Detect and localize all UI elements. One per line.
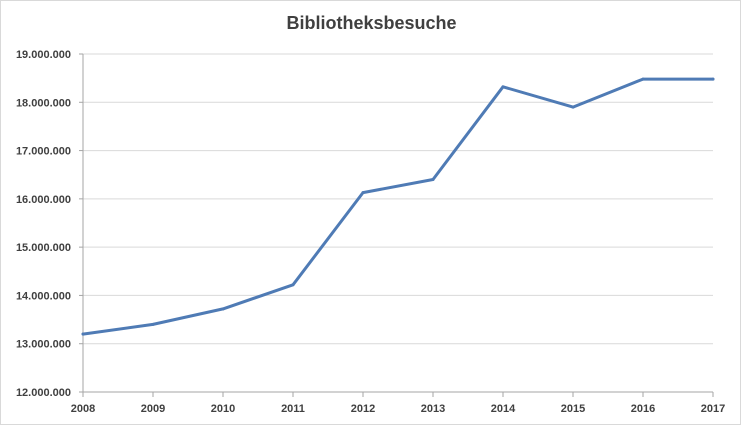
data-point <box>361 191 365 195</box>
x-tick-label: 2015 <box>561 403 585 415</box>
series-line <box>81 77 715 336</box>
data-point <box>81 332 85 336</box>
y-tick-label: 14.000.000 <box>16 290 71 302</box>
data-point <box>501 85 505 89</box>
chart-title: Bibliotheksbesuche <box>286 13 457 33</box>
y-tick-label: 15.000.000 <box>16 242 71 254</box>
x-tick-label: 2013 <box>421 403 445 415</box>
data-point <box>711 77 715 81</box>
y-tick-label: 18.000.000 <box>16 97 71 109</box>
y-tick-label: 12.000.000 <box>16 387 71 399</box>
series-layer <box>81 77 715 336</box>
x-tick-label: 2017 <box>701 403 725 415</box>
y-tick-label: 13.000.000 <box>16 339 71 351</box>
y-tick-label: 19.000.000 <box>16 49 71 61</box>
x-tick-label: 2010 <box>211 403 235 415</box>
data-point <box>571 105 575 109</box>
data-point <box>221 307 225 311</box>
x-tick-label: 2009 <box>141 403 165 415</box>
axes <box>79 53 714 397</box>
y-tick-label: 16.000.000 <box>16 194 71 206</box>
x-tick-label: 2011 <box>281 403 305 415</box>
gridlines <box>83 53 713 345</box>
data-point <box>641 77 645 81</box>
x-tick-label: 2012 <box>351 403 375 415</box>
x-tick-label: 2016 <box>631 403 655 415</box>
data-point <box>431 178 435 182</box>
data-point <box>151 322 155 326</box>
data-point <box>291 283 295 287</box>
x-tick-label: 2014 <box>491 403 516 415</box>
x-tick-label: 2008 <box>71 403 95 415</box>
tick-labels: 12.000.000 13.000.000 14.000.000 15.000.000… <box>16 49 725 415</box>
y-tick-label: 17.000.000 <box>16 146 71 158</box>
